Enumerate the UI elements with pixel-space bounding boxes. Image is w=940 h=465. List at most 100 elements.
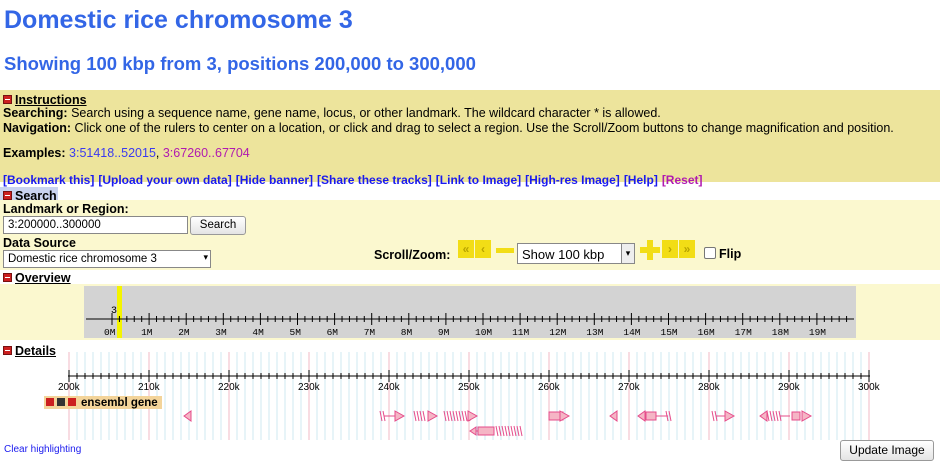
instructions-header[interactable]: Instructions	[3, 91, 87, 109]
page-subtitle: Showing 100 kbp from 3, positions 200,00…	[4, 53, 476, 74]
overview-title[interactable]: Overview	[15, 271, 71, 285]
collapse-icon[interactable]	[3, 191, 12, 201]
collapse-icon[interactable]	[46, 398, 54, 406]
gene-mark	[495, 425, 499, 437]
details-tick-label: 200k	[58, 382, 81, 393]
search-button[interactable]: Search	[190, 216, 246, 235]
overview-tick-label: 0M	[104, 327, 116, 338]
instructions-panel	[0, 90, 940, 182]
overview-tick-label: 13M	[586, 327, 603, 338]
details-tick-label: 210k	[138, 382, 161, 393]
overview-background	[84, 286, 856, 338]
overview-tick-label: 11M	[512, 327, 529, 338]
gene-mark	[711, 410, 715, 422]
gene-feature[interactable]	[759, 410, 768, 422]
navigation-line: Navigation: Click one of the rulers to c…	[3, 121, 894, 136]
overview-tick-label: 1M	[141, 327, 153, 338]
scroll-left-far-button[interactable]: «	[458, 240, 474, 258]
collapse-icon[interactable]	[3, 346, 12, 356]
gene-feature[interactable]	[469, 426, 477, 436]
examples-label: Examples:	[3, 146, 66, 160]
gene-mark	[519, 425, 523, 437]
gene-feature[interactable]	[559, 410, 571, 422]
gene-feature[interactable]	[427, 410, 439, 422]
details-tick-label: 250k	[458, 382, 481, 393]
hide-banner-link[interactable]: [Hide banner]	[235, 173, 314, 187]
details-title[interactable]: Details	[15, 344, 56, 358]
upload-link[interactable]: [Upload your own data]	[98, 173, 232, 187]
gene-mark	[769, 410, 773, 422]
scroll-left-button[interactable]: ‹	[475, 240, 491, 258]
share-icon[interactable]	[57, 398, 65, 406]
search-header[interactable]: Search	[3, 187, 57, 205]
searching-line: Searching: Search using a sequence name,…	[3, 106, 661, 121]
landmark-input[interactable]: 3:200000..300000	[3, 216, 188, 234]
gene-feature[interactable]	[801, 410, 813, 422]
details-panel[interactable]: 200k 210k 220k 230k 240k 250k 260k 270k 280k 290k…	[0, 352, 940, 440]
overview-tick-label: 4M	[252, 327, 264, 338]
instructions-title[interactable]: Instructions	[15, 93, 87, 107]
details-tick-label: 240k	[378, 382, 401, 393]
scroll-right-far-button[interactable]: »	[679, 240, 695, 258]
details-tick-label: 220k	[218, 382, 241, 393]
gene-mark	[416, 410, 420, 422]
help-icon[interactable]	[68, 398, 76, 406]
gene-feature[interactable]	[724, 410, 736, 422]
current-region-highlight[interactable]	[117, 286, 122, 338]
gene-mark	[379, 410, 383, 422]
zoom-in-button[interactable]	[640, 240, 660, 260]
data-source-select[interactable]: Domestic rice chromosome 3 ▾	[3, 250, 211, 268]
gene-mark	[510, 425, 514, 437]
flip-checkbox[interactable]	[704, 247, 716, 259]
reset-link[interactable]: [Reset]	[661, 173, 703, 187]
overview-tick-label: 19M	[809, 327, 826, 338]
help-link[interactable]: [Help]	[623, 173, 658, 187]
overview-tick-label: 8M	[401, 327, 413, 338]
flip-label: Flip	[719, 247, 742, 261]
overview-tick-label: 17M	[735, 327, 752, 338]
zoom-select[interactable]: Show 100 kbp ▾	[517, 243, 635, 264]
searching-text: Search using a sequence name, gene name,…	[71, 106, 661, 120]
gene-mark	[452, 410, 456, 422]
gene-exon[interactable]	[645, 411, 657, 421]
examples-line: Examples: 3:51418..52015, 3:67260..67704	[3, 146, 250, 160]
example-link-2[interactable]: 3:67260..67704	[162, 146, 250, 160]
gene-feature[interactable]	[394, 410, 406, 422]
gene-feature[interactable]	[609, 410, 618, 422]
high-res-image-link[interactable]: [High-res Image]	[525, 173, 620, 187]
zoom-out-button[interactable]	[496, 240, 514, 258]
example-link-1[interactable]: 3:51418..52015	[69, 146, 156, 160]
gene-feature[interactable]	[183, 410, 192, 422]
gene-exon[interactable]	[791, 411, 801, 421]
details-tick-label: 290k	[778, 382, 801, 393]
zoom-select-value: Show 100 kbp	[522, 247, 605, 262]
searching-label: Searching:	[3, 106, 68, 120]
link-to-image-link[interactable]: [Link to Image]	[435, 173, 522, 187]
gene-exon[interactable]	[477, 426, 495, 436]
gene-features[interactable]	[183, 410, 813, 437]
details-header[interactable]: Details	[3, 342, 56, 360]
gene-feature[interactable]	[637, 410, 646, 422]
gene-mark	[516, 425, 520, 437]
clear-highlighting-link[interactable]: Clear highlighting	[4, 444, 82, 455]
collapse-icon[interactable]	[3, 95, 12, 105]
update-image-button[interactable]: Update Image	[840, 440, 934, 461]
scroll-right-button[interactable]: ›	[662, 240, 678, 258]
overview-tick-label: 9M	[438, 327, 450, 338]
overview-header[interactable]: Overview	[3, 269, 71, 287]
search-title[interactable]: Search	[15, 189, 57, 203]
overview-ruler[interactable]: 3 0M 1M 2M 3M 4M 5M 6M 7M 8M 9M 10M 11M 12M 13M 14M 15M…	[0, 284, 940, 340]
gene-mark	[413, 410, 417, 422]
overview-tick-label: 6M	[327, 327, 339, 338]
gene-mark	[422, 410, 426, 422]
share-tracks-link[interactable]: [Share these tracks]	[317, 173, 432, 187]
gene-mark	[446, 410, 450, 422]
gene-feature[interactable]	[467, 410, 479, 422]
collapse-icon[interactable]	[3, 273, 12, 283]
gene-mark	[507, 425, 511, 437]
details-tick-label: 270k	[618, 382, 641, 393]
details-tick-label: 280k	[698, 382, 721, 393]
overview-tick-label: 14M	[623, 327, 640, 338]
data-source-value: Domestic rice chromosome 3	[8, 253, 157, 265]
bookmark-link[interactable]: [Bookmark this]	[3, 173, 95, 187]
